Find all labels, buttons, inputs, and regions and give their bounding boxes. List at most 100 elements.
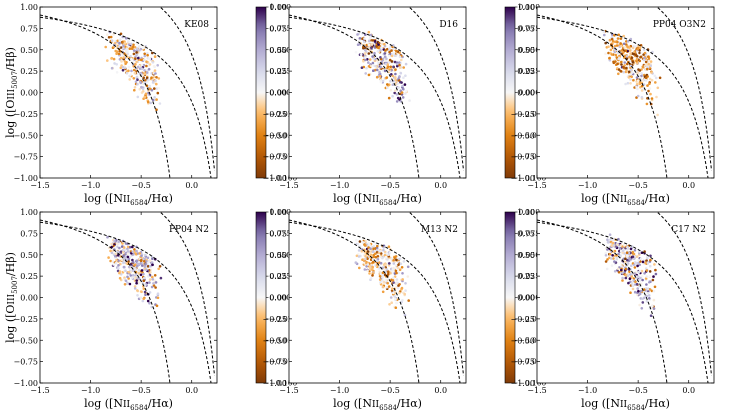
y-tick-label: −0.25 bbox=[510, 110, 535, 119]
scatter-point bbox=[146, 256, 150, 260]
scatter-point bbox=[609, 48, 613, 52]
scatter-point bbox=[390, 49, 393, 52]
scatter-point bbox=[647, 62, 650, 66]
scatter-point bbox=[650, 71, 653, 74]
scatter-point bbox=[647, 59, 650, 63]
colorbar-tick-label: 0.000 bbox=[519, 293, 541, 302]
colorbar-tick-label: −0.050 bbox=[270, 131, 298, 140]
colorbar-tick-label: 0.100 bbox=[270, 208, 292, 217]
demarcation-line-1 bbox=[289, 221, 461, 383]
scatter-point bbox=[363, 40, 366, 44]
scatter-point bbox=[120, 258, 124, 262]
scatter-point bbox=[109, 35, 113, 39]
scatter-point bbox=[629, 280, 632, 284]
scatter-point bbox=[639, 55, 642, 59]
scatter-point bbox=[614, 60, 617, 63]
scatter-point bbox=[369, 33, 373, 37]
colorbar-tick-label: −0.050 bbox=[519, 131, 547, 140]
scatter-point bbox=[120, 60, 123, 63]
scatter-point bbox=[647, 89, 650, 93]
scatter-point bbox=[150, 88, 154, 92]
scatter-point bbox=[407, 299, 411, 302]
scatter-point bbox=[390, 73, 393, 76]
y-tick-label: −0.25 bbox=[262, 110, 287, 119]
colorbar-tick-label: −0.025 bbox=[270, 314, 298, 323]
x-axis-label: log ([NII6584/Hα) bbox=[581, 192, 670, 207]
scatter-point bbox=[116, 269, 120, 273]
scatter-point bbox=[398, 66, 402, 69]
scatter-point bbox=[158, 102, 162, 105]
scatter-point bbox=[118, 41, 121, 45]
scatter-point bbox=[617, 57, 620, 61]
scatter-point bbox=[127, 260, 130, 263]
scatter-point bbox=[620, 49, 623, 52]
scatter-points bbox=[604, 233, 658, 318]
scatter-point bbox=[620, 268, 623, 272]
scatter-point bbox=[634, 53, 638, 57]
scatter-point bbox=[622, 70, 625, 74]
scatter-point bbox=[142, 279, 146, 283]
scatter-point bbox=[375, 45, 378, 48]
scatter-point bbox=[151, 278, 155, 281]
scatter-point bbox=[364, 239, 367, 243]
scatter-point bbox=[157, 86, 161, 90]
scatter-point bbox=[646, 65, 649, 69]
scatter-point bbox=[644, 63, 648, 66]
scatter-point bbox=[384, 62, 388, 66]
scatter-point bbox=[655, 95, 658, 99]
scatter-point bbox=[643, 250, 646, 253]
scatter-point bbox=[633, 266, 637, 269]
scatter-point bbox=[613, 270, 617, 273]
scatter-point bbox=[110, 251, 114, 255]
scatter-point bbox=[146, 80, 149, 83]
scatter-point bbox=[119, 32, 123, 36]
y-tick-label: −0.25 bbox=[510, 315, 535, 324]
scatter-point bbox=[142, 297, 145, 301]
scatter-point bbox=[149, 101, 152, 105]
scatter-point bbox=[141, 299, 145, 303]
colorbar-tick-label: 0.100 bbox=[519, 208, 541, 217]
scatter-point bbox=[151, 51, 154, 55]
scatter-point bbox=[140, 85, 143, 89]
scatter-point bbox=[614, 53, 618, 57]
scatter-point bbox=[638, 69, 642, 72]
scatter-point bbox=[621, 279, 624, 282]
scatter-point bbox=[121, 242, 124, 245]
scatter-point bbox=[388, 68, 391, 71]
scatter-point bbox=[117, 267, 120, 270]
scatter-point bbox=[121, 68, 125, 72]
scatter-point bbox=[371, 42, 374, 46]
x-tick-label: −0.5 bbox=[131, 181, 150, 190]
scatter-point bbox=[636, 79, 640, 82]
scatter-point bbox=[394, 78, 397, 81]
scatter-points bbox=[106, 235, 163, 309]
scatter-point bbox=[397, 284, 400, 287]
scatter-point bbox=[395, 258, 398, 262]
scatter-point bbox=[641, 278, 644, 282]
scatter-point bbox=[644, 277, 648, 280]
scatter-point bbox=[136, 294, 139, 297]
scatter-point bbox=[616, 37, 620, 40]
y-tick-label: 0.25 bbox=[269, 272, 287, 281]
scatter-point bbox=[619, 42, 622, 45]
scatter-point bbox=[138, 49, 141, 52]
scatter-point bbox=[134, 267, 137, 270]
scatter-point bbox=[388, 54, 391, 58]
scatter-point bbox=[132, 43, 135, 47]
scatter-point bbox=[402, 260, 406, 263]
scatter-point bbox=[625, 40, 628, 43]
scatter-point bbox=[386, 47, 389, 51]
colorbar-tick-label: −0.025 bbox=[519, 314, 547, 323]
scatter-point bbox=[624, 267, 628, 271]
scatter-point bbox=[114, 246, 117, 249]
scatter-point bbox=[128, 268, 132, 271]
scatter-point bbox=[388, 50, 391, 54]
scatter-point bbox=[358, 39, 361, 42]
scatter-point bbox=[151, 81, 155, 84]
scatter-point bbox=[144, 263, 147, 266]
scatter-point bbox=[155, 76, 158, 79]
scatter-point bbox=[640, 289, 643, 293]
colorbar-tick-label: −0.050 bbox=[270, 336, 298, 345]
scatter-point bbox=[135, 259, 139, 263]
scatter-point bbox=[640, 282, 643, 286]
